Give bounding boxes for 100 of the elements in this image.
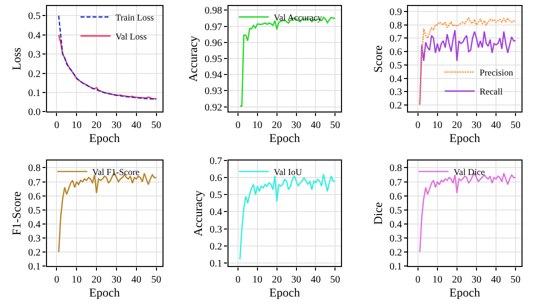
x-tick-label: 40 (131, 120, 142, 131)
x-tick-label: 30 (471, 274, 482, 286)
y-tick-label: 0.93 (204, 86, 222, 98)
x-tick-label: 10 (72, 120, 82, 131)
y-tick-label: 0.92 (204, 102, 222, 114)
x-tick-label: 40 (310, 274, 321, 286)
y-tick-label: 0.5 (390, 60, 402, 72)
y-tick-label: 0.4 (390, 219, 402, 230)
y-tick-label: 0.94 (204, 70, 222, 82)
y-tick-label: 0.4 (28, 219, 41, 230)
y-tick-label: 0.3 (28, 234, 41, 245)
y-axis-title: Accuracy (190, 190, 205, 236)
legend-label: Train Loss (116, 12, 154, 22)
y-tick-label: 0.2 (210, 241, 222, 252)
line-series (239, 174, 336, 260)
x-tick-label: 20 (272, 120, 282, 131)
y-tick-label: 0.98 (204, 6, 222, 17)
y-tick-label: 0.5 (28, 11, 41, 22)
legend-label: Precision (480, 68, 514, 78)
line-series (58, 15, 157, 100)
y-tick-label: 0.4 (28, 30, 41, 42)
y-tick-label: 0.4 (390, 74, 402, 85)
x-tick-label: 20 (92, 120, 102, 131)
y-tick-label: 0.5 (28, 205, 41, 216)
x-tick-label: 20 (452, 274, 462, 286)
y-axis-title: Dice (370, 202, 385, 225)
x-tick-label: 50 (151, 274, 162, 286)
y-axis-title: F1-Score (9, 191, 24, 236)
x-tick-label: 0 (235, 274, 240, 286)
x-axis-title: Epoch (269, 285, 300, 300)
y-tick-label: 0.2 (28, 248, 41, 259)
x-tick-label: 0 (415, 274, 420, 286)
y-tick-label: 0.8 (390, 20, 402, 32)
x-tick-label: 0 (235, 120, 240, 131)
y-tick-label: 0.8 (28, 163, 41, 174)
x-axis-title: Epoch (449, 130, 480, 145)
x-axis-title: Epoch (449, 285, 480, 300)
legend-label: Val Loss (116, 31, 148, 42)
x-tick-label: 10 (72, 274, 82, 286)
x-tick-label: 0 (415, 120, 420, 131)
y-tick-label: 0.95 (204, 54, 222, 65)
x-tick-label: 20 (92, 274, 102, 286)
y-tick-label: 0.1 (390, 262, 402, 273)
y-tick-label: 0.5 (390, 205, 402, 216)
y-tick-label: 0.2 (390, 100, 402, 112)
x-tick-label: 50 (510, 274, 521, 286)
x-axis-title: Epoch (269, 130, 300, 145)
y-tick-label: 0.6 (210, 173, 222, 184)
y-tick-label: 0.2 (28, 68, 41, 80)
y-tick-label: 0.7 (390, 34, 402, 45)
x-tick-label: 10 (252, 274, 262, 286)
x-axis-title: Epoch (89, 130, 120, 145)
line-series (58, 34, 157, 100)
x-tick-label: 50 (510, 120, 521, 131)
y-tick-label: 0.5 (210, 190, 222, 202)
x-tick-label: 40 (491, 274, 502, 286)
x-tick-label: 30 (111, 120, 122, 131)
y-axis-title: Score (370, 45, 385, 73)
y-tick-label: 0.96 (204, 38, 222, 49)
y-tick-label: 0.7 (28, 177, 41, 188)
legend-label: Val Dice (454, 166, 485, 177)
x-tick-label: 0 (54, 120, 60, 131)
x-tick-label: 20 (272, 274, 282, 286)
y-tick-label: 0.3 (390, 87, 402, 98)
y-tick-label: 0.4 (210, 207, 222, 218)
y-tick-label: 0.3 (390, 234, 402, 245)
y-tick-label: 0.1 (210, 258, 222, 270)
x-tick-label: 10 (432, 120, 442, 131)
y-tick-label: 0.7 (390, 177, 402, 188)
x-tick-label: 30 (111, 274, 122, 286)
y-tick-label: 0.6 (390, 47, 402, 58)
y-tick-label: 0.1 (28, 262, 41, 273)
legend-label: Val IoU (274, 166, 302, 177)
x-tick-label: 50 (151, 120, 162, 131)
x-tick-label: 50 (330, 120, 340, 131)
x-tick-label: 50 (330, 274, 340, 286)
y-tick-label: 0.2 (390, 248, 402, 259)
x-tick-label: 20 (452, 120, 462, 131)
x-tick-label: 30 (471, 120, 482, 131)
y-axis-title: Loss (9, 47, 24, 70)
legend-label: Val F1-Score (92, 166, 140, 177)
y-tick-label: 0.1 (28, 88, 41, 99)
x-tick-label: 10 (252, 120, 262, 131)
y-tick-label: 0.7 (210, 156, 222, 168)
y-tick-label: 0.8 (390, 163, 402, 174)
x-tick-label: 10 (432, 274, 442, 286)
y-tick-label: 0.9 (390, 6, 402, 18)
y-tick-label: 0.0 (28, 107, 41, 118)
x-tick-label: 40 (131, 274, 142, 286)
x-tick-label: 40 (491, 120, 502, 131)
x-tick-label: 30 (291, 274, 302, 286)
y-axis-title: Accuracy (186, 36, 200, 82)
x-tick-label: 40 (310, 120, 321, 131)
y-tick-label: 0.3 (28, 50, 41, 61)
y-tick-label: 0.97 (204, 22, 222, 33)
x-tick-label: 30 (291, 120, 302, 131)
legend-label: Recall (480, 86, 504, 97)
y-tick-label: 0.6 (390, 191, 402, 202)
y-tick-label: 0.3 (210, 224, 222, 236)
x-tick-label: 0 (54, 274, 60, 286)
